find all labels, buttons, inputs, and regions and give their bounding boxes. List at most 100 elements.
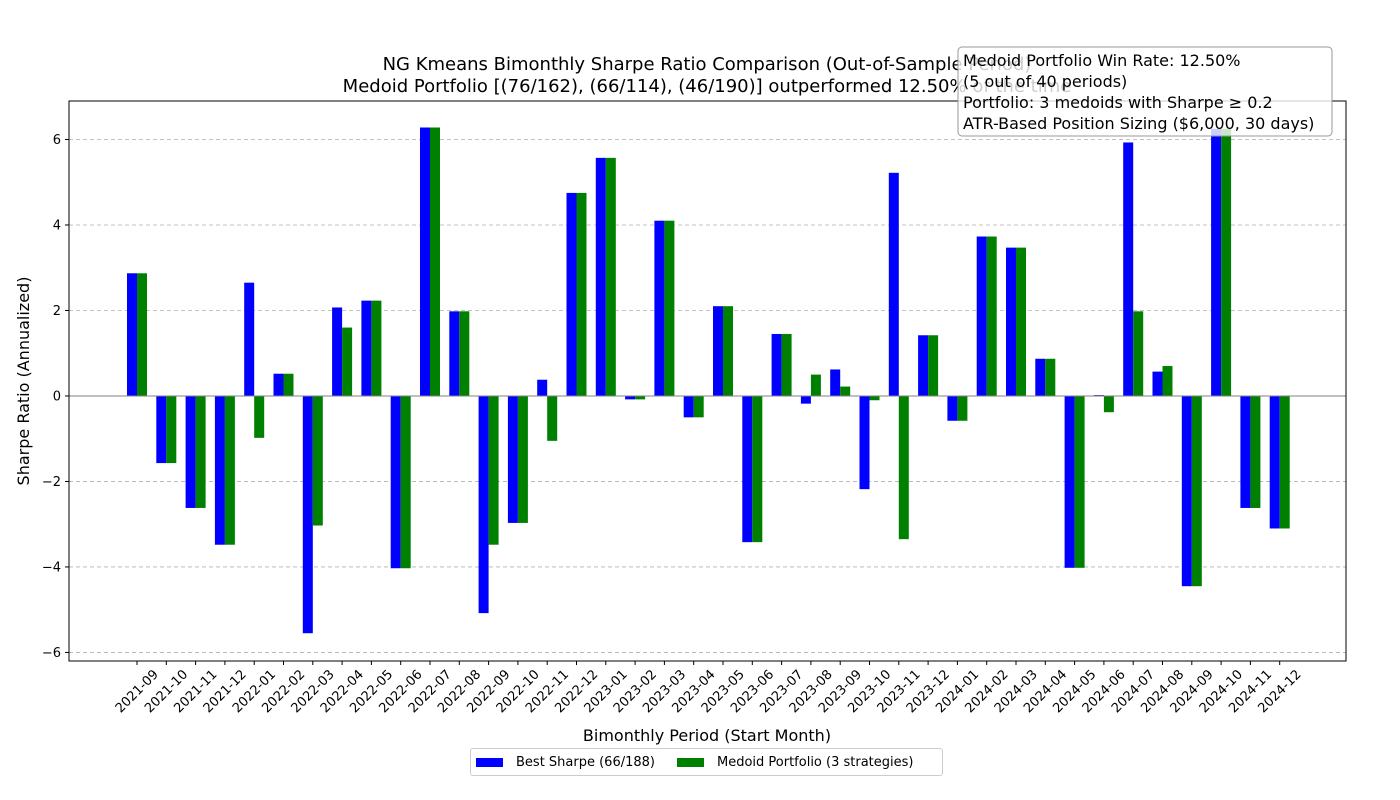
best-sharpe-bar (771, 333, 782, 396)
y-tick-label: 0 (53, 389, 61, 404)
best-sharpe-bar (273, 373, 284, 396)
medoid-portfolio-bar (342, 327, 353, 396)
stats-box-line: Portfolio: 3 medoids with Sharpe ≥ 0.2 (963, 93, 1273, 112)
stats-box-line: Medoid Portfolio Win Rate: 12.50% (963, 51, 1241, 70)
medoid-portfolio-bar (635, 395, 646, 400)
best-sharpe-bar (507, 395, 518, 523)
medoid-portfolio-bar (166, 395, 177, 464)
best-sharpe-bar (1123, 142, 1134, 396)
chart-subtitle: Medoid Portfolio [(76/162), (66/114), (4… (343, 76, 1072, 97)
y-axis-label: Sharpe Ratio (Annualized) (14, 277, 33, 486)
best-sharpe-bar (595, 157, 606, 396)
legend-label: Best Sharpe (66/188) (516, 754, 655, 770)
medoid-portfolio-bar (898, 395, 909, 540)
best-sharpe-bar (1152, 371, 1163, 396)
medoid-portfolio-bar (371, 300, 382, 396)
best-sharpe-bar (1035, 358, 1046, 396)
medoid-portfolio-bar (195, 395, 206, 508)
best-sharpe-bar (1211, 128, 1222, 396)
best-sharpe-bar (420, 127, 430, 396)
legend-item-medoid-portfolio: Medoid Portfolio (3 strategies) (676, 754, 914, 770)
best-sharpe-bar (1240, 395, 1251, 508)
stats-box-line: (5 out of 40 periods) (963, 72, 1127, 91)
legend-swatch-blue (476, 757, 503, 767)
medoid-portfolio-bar (869, 395, 880, 401)
medoid-portfolio-bar (752, 395, 763, 543)
best-sharpe-bar (683, 395, 694, 418)
best-sharpe-bar (947, 395, 958, 421)
best-sharpe-bar (390, 395, 401, 569)
best-sharpe-bar (244, 282, 255, 396)
legend-item-best-sharpe: Best Sharpe (66/188) (476, 755, 655, 770)
medoid-portfolio-bar (517, 395, 528, 523)
best-sharpe-bar (1006, 247, 1016, 396)
medoid-portfolio-bar (1016, 247, 1026, 396)
plot-frame (68, 100, 1347, 662)
medoid-portfolio-bar (1133, 311, 1144, 396)
medoid-portfolio-bar (137, 273, 147, 396)
medoid-portfolio-bar (1221, 128, 1232, 396)
medoid-portfolio-bar (459, 311, 470, 396)
best-sharpe-bar (654, 220, 665, 396)
medoid-portfolio-bar (547, 395, 558, 441)
medoid-portfolio-bar (254, 395, 265, 438)
bar-series (127, 127, 1290, 634)
medoid-portfolio-bar (312, 395, 323, 526)
medoid-portfolio-bar (1045, 358, 1056, 396)
best-sharpe-bar (830, 369, 841, 396)
best-sharpe-bar (156, 395, 167, 464)
best-sharpe-bar (742, 395, 753, 543)
medoid-portfolio-bar (1250, 395, 1261, 508)
medoid-portfolio-bar (840, 386, 851, 396)
best-sharpe-bar (713, 306, 723, 396)
best-sharpe-bar (566, 192, 577, 396)
best-sharpe-bar (478, 395, 489, 614)
stats-box-line: ATR-Based Position Sizing ($6,000, 30 da… (963, 114, 1314, 133)
medoid-portfolio-bar (1074, 395, 1085, 568)
medoid-portfolio-bar (664, 220, 675, 396)
medoid-portfolio-bar (283, 373, 294, 396)
y-tick-label: −4 (42, 560, 61, 575)
medoid-portfolio-bar (224, 395, 235, 545)
best-sharpe-bar (449, 311, 460, 396)
best-sharpe-bar (918, 335, 929, 396)
medoid-portfolio-bar (400, 395, 411, 569)
y-tick-label: 6 (53, 133, 61, 148)
medoid-portfolio-bar (1191, 395, 1202, 587)
legend-label: Medoid Portfolio (3 strategies) (716, 754, 914, 770)
y-tick-label: −2 (42, 475, 61, 490)
medoid-portfolio-bar (986, 236, 997, 396)
y-tick-label: −6 (42, 646, 61, 661)
medoid-portfolio-bar (488, 395, 499, 545)
medoid-portfolio-bar (430, 127, 440, 396)
best-sharpe-bar (625, 395, 636, 400)
best-sharpe-bar (302, 395, 313, 634)
best-sharpe-bar (976, 236, 987, 396)
x-axis-ticks: 2021-092021-102021-112021-122022-012022-… (113, 661, 1305, 716)
y-axis-ticks: −6 −4 −2 0 2 4 6 (42, 133, 69, 661)
best-sharpe-bar (1064, 395, 1075, 568)
medoid-portfolio-bar (1103, 395, 1114, 413)
medoid-portfolio-bar (723, 306, 733, 396)
best-sharpe-bar (361, 300, 372, 396)
legend-swatch-green (676, 757, 704, 767)
best-sharpe-bar (1269, 395, 1280, 529)
x-axis-label: Bimonthly Period (Start Month) (583, 726, 831, 745)
medoid-portfolio-bar (1162, 366, 1173, 396)
legend: Best Sharpe (66/188) Medoid Portfolio (3… (470, 748, 943, 776)
best-sharpe-bar (859, 395, 870, 490)
stats-box-frame (957, 46, 1333, 137)
medoid-portfolio-bar (576, 192, 587, 396)
best-sharpe-bar (888, 172, 899, 396)
best-sharpe-bar (185, 395, 196, 508)
best-sharpe-bar (1181, 395, 1192, 587)
best-sharpe-bar (537, 379, 548, 396)
medoid-portfolio-bar (928, 335, 939, 396)
best-sharpe-bar (332, 307, 343, 396)
medoid-portfolio-bar (605, 157, 616, 396)
best-sharpe-bar (800, 395, 811, 404)
medoid-portfolio-bar (810, 374, 821, 396)
chart-title: NG Kmeans Bimonthly Sharpe Ratio Compari… (383, 54, 1032, 75)
y-tick-label: 4 (53, 218, 61, 233)
